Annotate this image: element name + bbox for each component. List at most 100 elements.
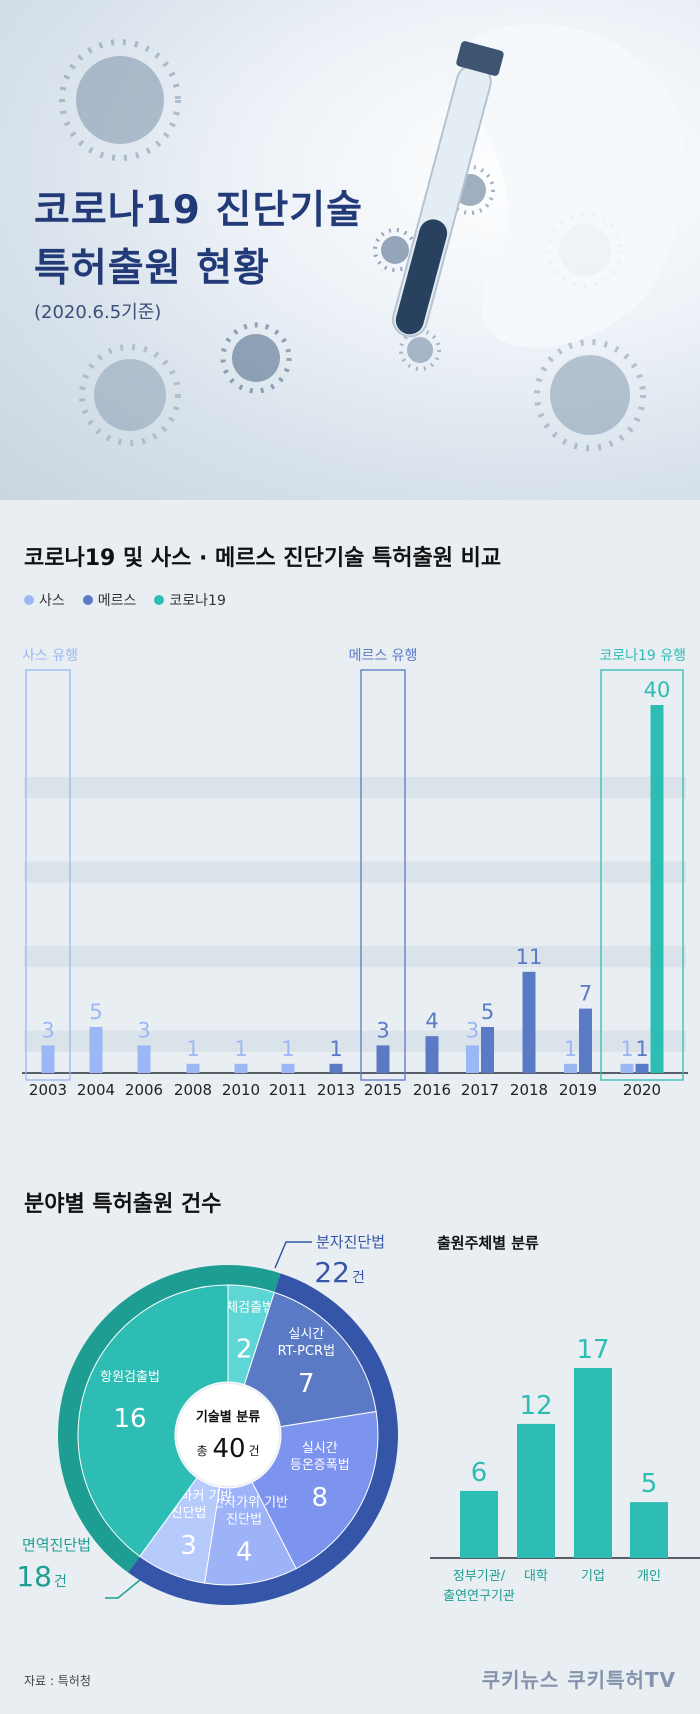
x-tick-label: 2004: [77, 1081, 115, 1099]
outer-label-immune: 면역진단법: [22, 1536, 91, 1554]
bar-value-label: 6: [471, 1458, 488, 1488]
slice-label: 항원검출법: [100, 1370, 160, 1385]
bar: [579, 1008, 592, 1073]
annotation-label: 사스 유행: [22, 648, 78, 664]
bar-value-label: 17: [576, 1335, 609, 1365]
outer-unit-molecular: 건: [352, 1270, 365, 1286]
x-tick-label: 2011: [269, 1081, 307, 1099]
slice-value: 16: [113, 1404, 146, 1434]
bar: [89, 1027, 103, 1073]
virus-icon: [220, 322, 292, 394]
legend-label: 사스: [39, 593, 65, 609]
slice-label: 실시간: [302, 1441, 338, 1456]
callout-line: [105, 1579, 141, 1599]
grid-stripe: [24, 734, 686, 756]
hero-banner: 코로나19 진단기술 특허출원 현황 (2020.6.5기준): [0, 0, 700, 500]
legend-label: 메르스: [97, 593, 137, 609]
bar: [481, 1027, 494, 1073]
bar-value-label: 7: [579, 982, 592, 1006]
donut-center-label: 기술별 분류: [196, 1409, 260, 1425]
x-tick-label: 2013: [317, 1081, 355, 1099]
bar: [574, 1368, 612, 1558]
outer-label-molecular: 분자진단법: [316, 1233, 385, 1251]
grid-stripe: [24, 1030, 686, 1052]
bar-value-label: 3: [41, 1018, 54, 1042]
page-subtitle: (2020.6.5기준): [34, 302, 162, 323]
grid-stripe: [24, 861, 686, 883]
donut-slice: [251, 1410, 379, 1570]
applicant-chart-title: 출원주체별 분류: [437, 1234, 539, 1252]
x-tick-label: 2019: [559, 1081, 597, 1099]
bar-value-label: 1: [329, 1037, 342, 1061]
bar-value-label: 3: [376, 1018, 389, 1042]
bar-value-label: 12: [519, 1391, 552, 1421]
grid-stripe: [24, 903, 686, 925]
bar: [630, 1502, 668, 1558]
x-tick-label: 정부기관/: [453, 1569, 506, 1584]
slice-value: 2: [236, 1334, 253, 1364]
slice-label: 진단법: [226, 1513, 262, 1528]
x-tick-label: 2006: [125, 1081, 163, 1099]
slice-label: 유전자가위 기반: [200, 1496, 288, 1511]
annotation-label: 코로나19 유행: [599, 648, 686, 664]
virus-icon: [59, 39, 181, 161]
virus-icon: [534, 339, 646, 451]
bar-value-label: 3: [137, 1018, 150, 1042]
legend-swatch: [154, 595, 165, 605]
bar: [650, 705, 664, 1073]
bar: [281, 1063, 295, 1073]
title-line-2: 특허출원 현황: [34, 246, 270, 291]
x-tick-label: 개인: [637, 1569, 661, 1584]
bar: [522, 971, 536, 1073]
bar: [620, 1063, 634, 1073]
bar-value-label: 1: [564, 1037, 577, 1061]
bar-value-label: 1: [186, 1037, 199, 1061]
bar: [635, 1063, 649, 1073]
bar: [41, 1045, 55, 1073]
bar: [137, 1045, 151, 1073]
x-tick-label: 2017: [461, 1081, 499, 1099]
x-tick-label: 2016: [413, 1081, 451, 1099]
bar: [564, 1063, 577, 1073]
legend-item-mers: 메르스: [82, 590, 137, 610]
outer-ring-molecular: [128, 1273, 398, 1605]
x-tick-label: 출연연구기관: [443, 1589, 515, 1604]
bar: [460, 1490, 498, 1558]
bar: [376, 1045, 390, 1073]
bar-value-label: 1: [234, 1037, 247, 1061]
bar-value-label: 5: [641, 1469, 658, 1499]
bar-chart-title: 코로나19 및 사스 · 메르스 진단기술 특허출원 비교: [24, 546, 502, 571]
hero-illustration: [59, 23, 686, 451]
bar-value-label: 1: [281, 1037, 294, 1061]
bar-value-label: 11: [516, 945, 543, 969]
bar: [186, 1063, 200, 1073]
x-tick-label: 2015: [364, 1081, 402, 1099]
x-tick-label: 2003: [29, 1081, 67, 1099]
pie-chart-title: 분야별 특허출원 건수: [24, 1192, 222, 1217]
applicant-bar-chart: 6 정부기관/출연연구기관 12 대학 17 기업 5 개인: [430, 1335, 700, 1604]
source-note: 자료 : 특허청: [24, 1674, 91, 1688]
x-tick-label: 2008: [174, 1081, 212, 1099]
outer-value-immune: 18: [16, 1560, 52, 1593]
test-tube-icon: [392, 41, 504, 338]
donut-slice: [243, 1291, 377, 1428]
x-tick-label: 대학: [524, 1569, 548, 1584]
bar-value-label: 5: [89, 1000, 102, 1024]
bar: [329, 1063, 343, 1073]
bar: [425, 1036, 439, 1073]
bar-value-label: 40: [644, 678, 671, 702]
x-tick-label: 2018: [510, 1081, 548, 1099]
bar-value-label: 1: [620, 1037, 633, 1061]
slice-label: 항체검출법: [214, 1300, 274, 1315]
slice-value: 8: [312, 1483, 329, 1513]
annotation-box: [360, 669, 406, 1081]
legend-item-covid: 코로나19: [154, 590, 226, 610]
donut-center: [177, 1384, 279, 1486]
annotation-box: [25, 669, 71, 1081]
grid-stripe: [24, 776, 686, 799]
legend-item-sars: 사스: [24, 590, 65, 610]
brand-logo: 쿠키뉴스 쿠키특허TV: [481, 1668, 676, 1692]
slice-label: 등온증폭법: [290, 1458, 350, 1473]
outer-unit-immune: 건: [54, 1574, 67, 1590]
bar: [517, 1423, 555, 1558]
